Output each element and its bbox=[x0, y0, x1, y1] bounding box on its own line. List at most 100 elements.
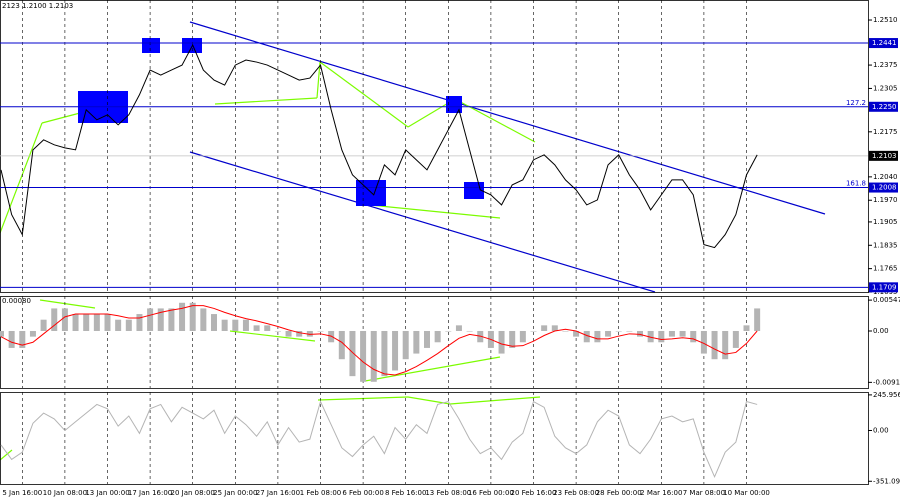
x-tick-label: 5 Jan 16:00 bbox=[2, 489, 42, 497]
histogram-bar bbox=[72, 314, 79, 331]
x-tick-label: 13 Feb 08:00 bbox=[425, 489, 471, 497]
histogram-bar bbox=[125, 319, 132, 331]
histogram-bar bbox=[562, 330, 569, 332]
histogram-bar bbox=[605, 330, 612, 337]
divergence-lines bbox=[0, 61, 541, 461]
histogram-bar bbox=[221, 319, 228, 331]
y-tick-label: 1.2175 bbox=[873, 128, 898, 136]
level-label: 1.1709 bbox=[872, 283, 897, 291]
histogram-bar bbox=[434, 330, 441, 343]
histogram-bar bbox=[679, 330, 686, 337]
level-annotation: 127.2 bbox=[846, 99, 866, 107]
histogram-bar bbox=[51, 308, 58, 331]
x-tick-label: 13 Jan 00:00 bbox=[85, 489, 129, 497]
histogram-bar bbox=[711, 330, 718, 360]
x-tick-label: 6 Feb 00:00 bbox=[342, 489, 383, 497]
histogram-bar bbox=[104, 314, 111, 331]
histogram-bar bbox=[743, 325, 750, 331]
histogram-bar bbox=[530, 330, 537, 332]
histogram-bar bbox=[83, 314, 90, 331]
x-tick-label: 28 Feb 00:00 bbox=[596, 489, 642, 497]
histogram-bar bbox=[370, 330, 377, 382]
x-tick-label: 23 Feb 08:00 bbox=[553, 489, 599, 497]
histogram-bar bbox=[232, 319, 239, 331]
histogram-bar bbox=[637, 330, 643, 337]
x-tick-label: 10 Jan 08:00 bbox=[43, 489, 87, 497]
histogram-bar bbox=[317, 330, 324, 332]
histogram-bar bbox=[147, 308, 154, 331]
chart-title: 2123 1.2100 1.2103 bbox=[2, 2, 73, 10]
y-tick-label: 1.2305 bbox=[873, 84, 898, 92]
histogram-bar bbox=[658, 330, 665, 343]
histogram-bar bbox=[189, 302, 196, 331]
histogram-bar bbox=[93, 314, 100, 331]
histogram-bar bbox=[19, 330, 26, 348]
histogram-bar bbox=[179, 302, 186, 331]
histogram-bar bbox=[551, 325, 558, 331]
y-tick-label: 1.2510 bbox=[873, 16, 898, 24]
histogram-bar bbox=[8, 330, 15, 348]
histogram-bar bbox=[402, 330, 409, 360]
histogram-bar bbox=[424, 330, 430, 348]
histogram-bar bbox=[668, 330, 675, 337]
histogram-bar bbox=[0, 330, 4, 337]
y-tick-label: 1.2375 bbox=[873, 61, 898, 69]
y-tick-label: 245.9564 bbox=[873, 391, 900, 399]
pane-frame bbox=[0, 296, 869, 389]
histogram-bar bbox=[594, 330, 601, 343]
y-tick-label: 0.00547 bbox=[873, 296, 900, 304]
y-tick-label: 1.1905 bbox=[873, 218, 898, 226]
signal-line bbox=[0, 305, 758, 376]
x-tick-label: 16 Feb 00:00 bbox=[468, 489, 514, 497]
level-box bbox=[869, 101, 898, 112]
price-line bbox=[0, 400, 758, 479]
indicator-title: 0.00080 bbox=[2, 297, 31, 305]
histogram-bar bbox=[381, 330, 388, 377]
y-tick-label: -0.0091 bbox=[873, 378, 900, 386]
histogram-bar bbox=[392, 330, 399, 371]
y-tick-label: 1.1835 bbox=[873, 241, 898, 249]
level-box bbox=[869, 282, 898, 293]
x-tick-label: 1 Feb 08:00 bbox=[300, 489, 341, 497]
histogram-bar bbox=[498, 330, 505, 354]
histogram-bar bbox=[274, 330, 281, 332]
histogram-bar bbox=[211, 314, 217, 331]
histogram-bar bbox=[115, 319, 122, 331]
channel-lower bbox=[189, 151, 656, 293]
histogram-bar bbox=[573, 330, 580, 337]
histogram-bar bbox=[509, 330, 516, 348]
histogram-bar bbox=[40, 319, 47, 331]
histogram-bar bbox=[647, 330, 654, 343]
histogram-bar bbox=[626, 330, 633, 332]
histogram-bar bbox=[690, 330, 697, 343]
histogram-bar bbox=[360, 330, 367, 382]
histogram-bar bbox=[157, 308, 164, 331]
level-box bbox=[869, 38, 898, 49]
histogram-bar bbox=[541, 325, 548, 331]
histogram-bar bbox=[477, 330, 484, 343]
x-tick-label: 25 Jan 00:00 bbox=[213, 489, 257, 497]
y-tick-label: 0.00 bbox=[873, 426, 889, 434]
histogram-bar bbox=[413, 330, 420, 354]
histogram-bar bbox=[466, 330, 473, 332]
histogram-bar bbox=[264, 325, 271, 331]
x-tick-label: 20 Jan 08:00 bbox=[171, 489, 215, 497]
level-box bbox=[869, 182, 898, 193]
price-line bbox=[0, 43, 758, 249]
y-tick-label: 1.1765 bbox=[873, 265, 898, 273]
y-tick-label: 0.00 bbox=[873, 327, 889, 335]
histogram-bar bbox=[306, 330, 313, 337]
histogram-bar bbox=[200, 308, 207, 331]
x-tick-label: 2 Mar 16:00 bbox=[640, 489, 682, 497]
histogram-bar bbox=[700, 330, 707, 354]
x-tick-label: 7 Mar 08:00 bbox=[683, 489, 725, 497]
x-tick-label: 8 Feb 16:00 bbox=[385, 489, 426, 497]
y-tick-label: -351.098 bbox=[873, 477, 900, 485]
level-label: 1.2250 bbox=[872, 103, 897, 111]
histogram-bar bbox=[338, 330, 345, 360]
histogram-bar bbox=[296, 330, 303, 337]
y-tick-label: 1.1970 bbox=[873, 196, 898, 204]
x-tick-label: 17 Jan 16:00 bbox=[128, 489, 172, 497]
level-annotation: 161.8 bbox=[846, 180, 866, 188]
histogram-bar bbox=[722, 330, 729, 360]
